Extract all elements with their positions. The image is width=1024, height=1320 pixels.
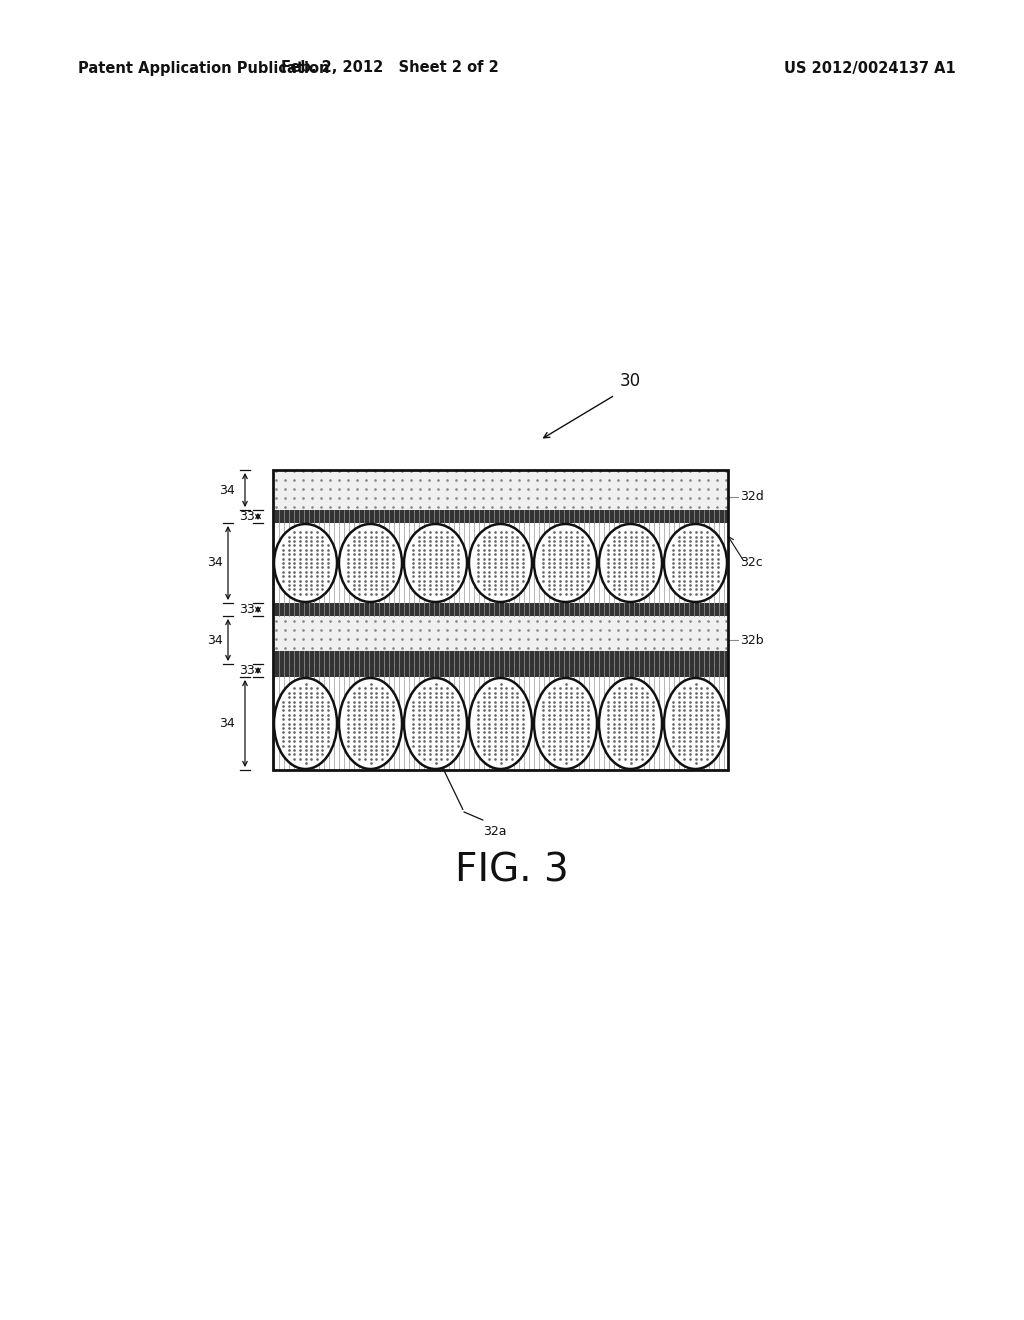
Bar (273, 470, 728, 770)
Ellipse shape (274, 678, 337, 770)
Text: 33: 33 (240, 603, 255, 616)
Ellipse shape (404, 524, 467, 602)
Ellipse shape (339, 678, 402, 770)
Text: US 2012/0024137 A1: US 2012/0024137 A1 (784, 61, 955, 75)
Bar (273, 651, 728, 664)
Ellipse shape (404, 678, 467, 770)
Ellipse shape (469, 678, 532, 770)
Text: 34: 34 (207, 557, 223, 569)
Ellipse shape (339, 524, 402, 602)
Text: 34: 34 (207, 634, 223, 647)
Ellipse shape (534, 678, 597, 770)
Text: 34: 34 (219, 717, 234, 730)
Ellipse shape (664, 524, 727, 602)
Bar (273, 510, 728, 523)
Text: 30: 30 (620, 372, 641, 389)
Text: Patent Application Publication: Patent Application Publication (78, 61, 330, 75)
Text: 33: 33 (240, 510, 255, 523)
Ellipse shape (534, 524, 597, 602)
Ellipse shape (599, 678, 662, 770)
Text: 32c: 32c (740, 557, 763, 569)
Ellipse shape (274, 524, 337, 602)
Bar (273, 664, 728, 677)
Bar (273, 616, 728, 651)
Text: Feb. 2, 2012   Sheet 2 of 2: Feb. 2, 2012 Sheet 2 of 2 (282, 61, 499, 75)
Ellipse shape (469, 524, 532, 602)
Bar (273, 603, 728, 616)
Ellipse shape (599, 524, 662, 602)
Text: 32d: 32d (740, 490, 764, 503)
Text: FIG. 3: FIG. 3 (455, 851, 569, 888)
Text: 32a: 32a (482, 825, 506, 838)
Ellipse shape (664, 678, 727, 770)
Bar (273, 677, 728, 770)
Text: 33: 33 (240, 664, 255, 677)
Text: 32b: 32b (740, 634, 764, 647)
Bar (273, 470, 728, 510)
Text: 34: 34 (219, 483, 234, 496)
Bar (273, 523, 728, 603)
